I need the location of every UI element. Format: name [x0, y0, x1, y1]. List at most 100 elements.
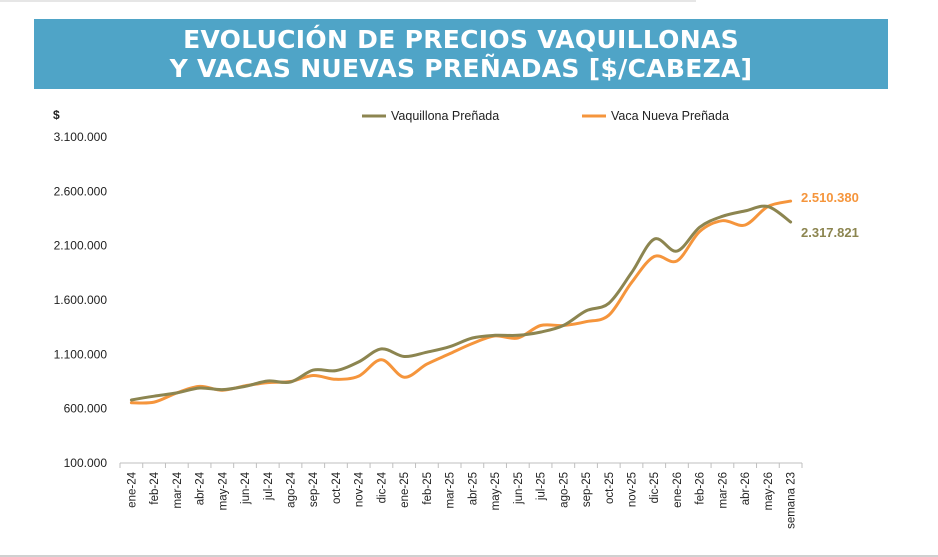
x-tick-label: may-25	[490, 472, 502, 510]
data-point	[766, 205, 770, 208]
x-tick-label: dic-25	[649, 472, 661, 503]
y-tick-label: 600.000	[64, 402, 108, 416]
data-point	[630, 281, 633, 284]
data-point	[516, 334, 519, 337]
series-line-vaca	[129, 199, 793, 405]
data-point	[721, 215, 724, 218]
data-point	[403, 376, 406, 379]
end-value-label: 2.317.821	[801, 225, 859, 240]
data-point	[198, 386, 201, 390]
data-point	[562, 324, 565, 327]
legend-label: Vaca Nueva Preñada	[611, 109, 729, 123]
title-banner: EVOLUCIÓN DE PRECIOS VAQUILLONAS Y VACAS…	[34, 19, 888, 89]
end-labels: 2.317.821 2.510.380	[801, 190, 859, 240]
data-point	[266, 379, 269, 383]
x-tick-label: jun-24	[240, 471, 252, 505]
x-tick-label: feb-24	[149, 471, 161, 504]
x-tick-label: ago-25	[558, 472, 570, 508]
data-point	[243, 385, 247, 388]
data-point	[471, 336, 474, 340]
y-tick-label: 3.100.000	[54, 130, 108, 144]
data-point	[334, 369, 338, 372]
x-tick-label: nov-25	[627, 472, 639, 507]
x-tick-label: semana 23	[786, 472, 798, 529]
chart-title-line-2: Y VACAS NUEVAS PREÑADAS [$/CABEZA]	[169, 54, 753, 83]
x-tick-label: ago-24	[286, 471, 298, 507]
y-tick-label: 2.100.000	[54, 239, 108, 253]
series-line-vaquillona	[129, 204, 793, 402]
data-point	[516, 336, 519, 340]
x-tick-label: jul-25	[536, 472, 548, 501]
x-tick-label: may-26	[763, 472, 775, 510]
x-tick-label: may-24	[217, 471, 229, 510]
x-tick-label: mar-26	[717, 472, 729, 508]
y-axis-ticks: 100.000 600.000 1.100.000 1.600.000 2.100.00…	[54, 130, 108, 470]
data-point	[334, 378, 338, 381]
y-tick-label: 1.100.000	[54, 347, 108, 361]
data-point	[425, 362, 429, 366]
data-point	[789, 199, 792, 203]
data-point	[630, 271, 633, 274]
data-point	[744, 209, 747, 213]
x-tick-label: ene-24	[126, 471, 138, 507]
data-point	[698, 230, 701, 233]
x-tick-label: mar-24	[172, 471, 184, 508]
data-point	[539, 324, 542, 327]
y-tick-label: 1.600.000	[54, 293, 108, 307]
data-point	[448, 352, 451, 355]
data-point	[471, 342, 474, 345]
data-point	[152, 400, 156, 404]
data-point	[175, 391, 178, 395]
data-point	[130, 401, 133, 404]
data-point	[380, 347, 383, 351]
x-tick-label: oct-25	[604, 472, 616, 504]
chart-title-line-1: EVOLUCIÓN DE PRECIOS VAQUILLONAS	[183, 25, 739, 54]
x-tick-label: ene-26	[672, 472, 684, 508]
data-point	[675, 249, 679, 253]
x-tick-label: jul-24	[263, 471, 275, 501]
data-point	[607, 302, 610, 305]
x-tick-label: mar-25	[445, 472, 457, 508]
x-tick-label: sep-24	[308, 471, 320, 507]
x-tick-label: feb-25	[422, 472, 434, 505]
data-point	[380, 358, 383, 361]
x-tick-label: sep-25	[581, 472, 593, 507]
data-point	[312, 374, 315, 377]
data-point	[789, 220, 792, 224]
y-axis-unit-label: $	[53, 108, 60, 122]
data-point	[152, 395, 156, 398]
top-rule	[0, 0, 696, 2]
data-point	[675, 259, 679, 263]
data-point	[584, 309, 588, 313]
data-point	[607, 314, 610, 317]
x-tick-label: dic-24	[376, 471, 388, 503]
data-point	[744, 223, 747, 227]
data-point	[584, 320, 588, 323]
data-point	[357, 360, 360, 364]
y-tick-label: 100.000	[64, 456, 108, 470]
x-tick-label: jun-25	[513, 472, 525, 505]
data-point	[653, 255, 656, 258]
x-tick-label: abr-26	[740, 472, 752, 505]
y-tick-label: 2.600.000	[54, 184, 108, 198]
data-point	[539, 330, 542, 334]
data-point	[403, 355, 406, 358]
end-value-label: 2.510.380	[801, 190, 859, 205]
x-tick-label: nov-24	[354, 471, 366, 507]
series-group	[129, 199, 793, 405]
data-point	[130, 398, 133, 402]
legend-label: Vaquillona Preñada	[391, 109, 499, 123]
data-point	[721, 219, 724, 222]
x-tick-label: ene-25	[399, 472, 411, 508]
x-tick-label: oct-24	[331, 471, 343, 504]
data-point	[448, 345, 451, 348]
data-point	[357, 374, 360, 378]
data-point	[425, 351, 429, 354]
data-point	[493, 334, 497, 337]
x-tick-label: feb-26	[695, 472, 707, 505]
data-point	[312, 368, 315, 372]
data-point	[698, 226, 701, 229]
data-point	[653, 237, 656, 241]
x-tick-label: abr-24	[195, 471, 207, 505]
